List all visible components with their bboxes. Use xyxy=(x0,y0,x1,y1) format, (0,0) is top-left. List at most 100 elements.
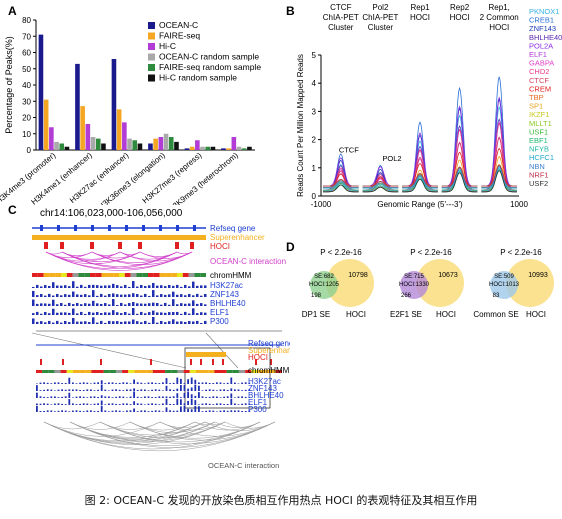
y-tick-label: 50 xyxy=(22,65,31,74)
hoci-only-count: 10673 xyxy=(438,272,458,279)
signal-bar xyxy=(241,404,243,405)
profile-pol2a xyxy=(442,107,478,187)
signal-bar xyxy=(172,286,175,288)
group-header: Pol2 xyxy=(372,3,389,12)
chromhmm-segment xyxy=(113,273,119,277)
signal-bar xyxy=(230,378,232,384)
group-header: Rep2 xyxy=(450,3,470,12)
signal-bar xyxy=(230,393,232,398)
signal-bar xyxy=(104,383,106,384)
signal-bar xyxy=(116,305,119,306)
signal-bar xyxy=(156,323,159,324)
signal-bar xyxy=(180,385,182,391)
signal-bar xyxy=(115,397,117,398)
signal-bar xyxy=(196,304,199,306)
signal-bar xyxy=(101,395,103,398)
group-header: HOCI xyxy=(450,13,470,22)
hoci-block xyxy=(212,359,214,365)
signal-bar xyxy=(86,389,88,391)
signal-bar xyxy=(148,285,151,288)
signal-bar xyxy=(140,389,142,391)
signal-bar xyxy=(58,390,60,391)
bar-hi-c xyxy=(195,140,200,150)
y-tick-label: 30 xyxy=(22,97,31,106)
signal-bar xyxy=(122,397,124,398)
signal-bar xyxy=(124,295,127,297)
chromhmm-segment xyxy=(128,370,134,373)
signal-bar xyxy=(148,312,151,315)
y-tick-label: 60 xyxy=(22,49,31,58)
signal-bar xyxy=(116,294,119,297)
signal-bar xyxy=(96,296,99,297)
signal-bar xyxy=(172,319,175,324)
signal-bar xyxy=(112,293,115,297)
profile-ctcf xyxy=(402,157,438,187)
signal-bar xyxy=(194,396,196,398)
signal-bar xyxy=(162,411,164,412)
signal-bar xyxy=(156,303,159,306)
profile-hcfc1 xyxy=(402,176,438,189)
signal-bar xyxy=(172,299,175,306)
signal-bar xyxy=(79,396,81,398)
signal-bar xyxy=(130,404,132,405)
signal-bar xyxy=(223,410,225,412)
signal-bar xyxy=(128,287,131,288)
signal-bar xyxy=(96,303,99,306)
hoci-block xyxy=(222,359,224,365)
signal-bar xyxy=(119,396,121,398)
legend-swatch xyxy=(148,64,155,71)
signal-bar xyxy=(84,321,87,324)
interaction-arc xyxy=(100,422,160,430)
chromhmm-segment xyxy=(54,370,60,373)
signal-bar xyxy=(162,390,164,391)
legend-entry: Hi-C xyxy=(159,41,176,51)
group-header: HOCI xyxy=(410,13,430,22)
signal-bar xyxy=(200,323,203,324)
signal-bar xyxy=(122,390,124,391)
signal-bar xyxy=(160,305,163,306)
signal-bar xyxy=(187,401,189,405)
bar-ocean-c xyxy=(75,64,80,150)
signal-bar xyxy=(84,294,87,297)
refseq-exon xyxy=(142,225,145,231)
overlap-hoci: HOCI:1330 xyxy=(399,282,430,288)
p-value: P < 2.2e-16 xyxy=(410,248,452,257)
y-tick-label: 70 xyxy=(22,32,31,41)
signal-bar xyxy=(227,411,229,412)
signal-bar xyxy=(76,287,79,288)
signal-bar xyxy=(151,403,153,405)
chromhmm-segment xyxy=(73,273,79,277)
track-label-hoci: HOCI xyxy=(210,242,230,251)
signal-bar xyxy=(198,392,200,398)
signal-bar xyxy=(65,390,67,391)
superenhancer-bar xyxy=(186,352,226,357)
signal-bar xyxy=(65,383,67,384)
signal-bar xyxy=(162,382,164,384)
signal-bar xyxy=(164,322,167,324)
legend-entry: FAIRE-seq xyxy=(159,31,200,41)
signal-bar xyxy=(168,285,171,288)
group-header: ChIA-PET xyxy=(362,13,398,22)
signal-bar xyxy=(108,390,110,391)
signal-bar xyxy=(90,396,92,398)
signal-bar xyxy=(169,383,171,384)
signal-bar xyxy=(64,321,67,324)
y-tick-label: 10 xyxy=(22,130,31,139)
p-value: P < 2.2e-16 xyxy=(320,248,362,257)
bar-hi-c-random-sample xyxy=(65,147,70,150)
signal-bar xyxy=(54,396,56,398)
panel-b-profile-chart: 012345Reads Count Per Million Mapped Rea… xyxy=(283,0,562,215)
signal-bar xyxy=(92,317,95,324)
se-only-count: 83 xyxy=(493,293,500,299)
signal-bar xyxy=(47,383,49,384)
signal-bar xyxy=(216,397,218,398)
signal-bar xyxy=(92,313,95,315)
chromhmm-segment xyxy=(239,370,245,373)
bar-ocean-c-random-sample xyxy=(164,134,169,150)
chromhmm-segment xyxy=(125,273,131,277)
signal-bar xyxy=(79,411,81,412)
signal-bar xyxy=(88,304,91,306)
signal-bar xyxy=(40,321,43,324)
signal-bar xyxy=(169,397,171,398)
region-label: chr14:106,023,000-106,056,000 xyxy=(40,208,183,219)
